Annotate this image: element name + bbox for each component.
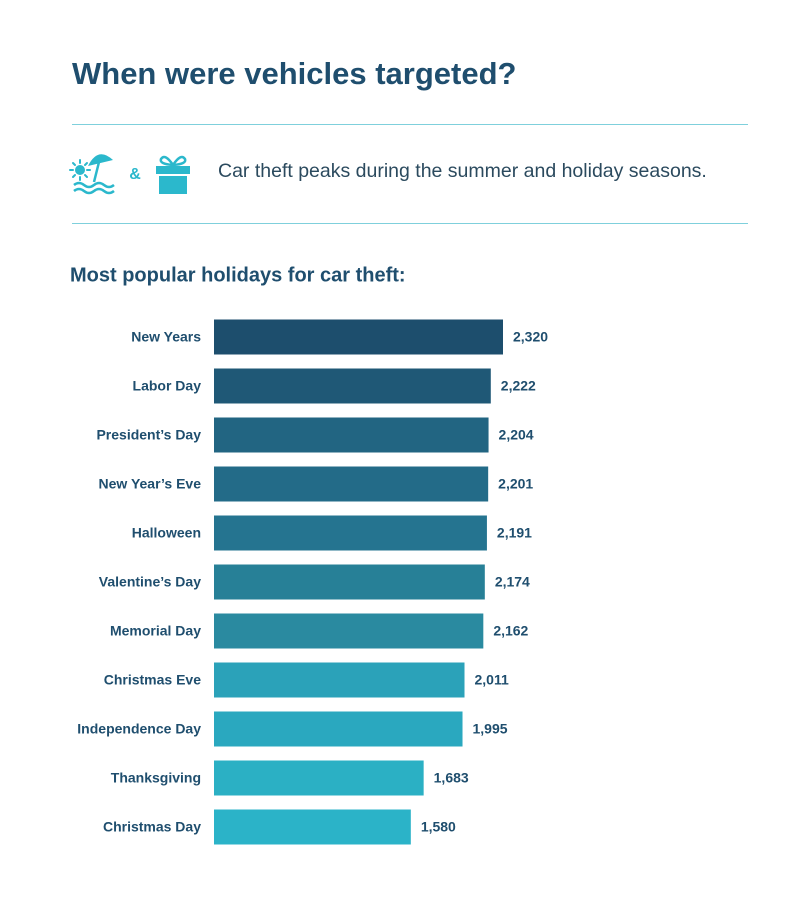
gift-icon — [156, 155, 190, 194]
bar — [214, 760, 424, 796]
beach-icon — [69, 154, 115, 195]
tagline: Car theft peaks during the summer and ho… — [218, 160, 707, 182]
value-label: 2,011 — [475, 672, 509, 688]
value-label: 2,174 — [495, 574, 530, 590]
category-label: New Year’s Eve — [99, 476, 202, 492]
chart-title: Most popular holidays for car theft: — [70, 264, 406, 286]
ampersand: & — [129, 166, 141, 183]
value-label: 2,162 — [493, 623, 528, 639]
value-label: 1,683 — [434, 770, 469, 786]
value-label: 2,320 — [513, 329, 548, 345]
bar — [214, 515, 487, 551]
value-label: 2,204 — [499, 427, 534, 443]
bar — [214, 564, 485, 600]
bar — [214, 613, 484, 649]
category-label: New Years — [131, 329, 201, 345]
category-label: Halloween — [132, 525, 201, 541]
bar — [214, 662, 465, 698]
bar — [214, 417, 489, 453]
bar — [214, 319, 503, 355]
bar — [214, 466, 489, 502]
page-title: When were vehicles targeted? — [72, 56, 516, 91]
category-label: President’s Day — [96, 427, 201, 443]
value-label: 1,995 — [473, 721, 508, 737]
category-label: Christmas Eve — [104, 672, 201, 688]
bar — [214, 711, 463, 747]
value-label: 2,191 — [497, 525, 532, 541]
category-label: Christmas Day — [103, 819, 201, 835]
bar — [214, 809, 411, 845]
bar — [214, 368, 491, 404]
category-label: Labor Day — [133, 378, 202, 394]
value-label: 1,580 — [421, 819, 456, 835]
category-label: Thanksgiving — [111, 770, 201, 786]
value-label: 2,222 — [501, 378, 536, 394]
value-label: 2,201 — [498, 476, 533, 492]
category-label: Valentine’s Day — [99, 574, 201, 590]
category-label: Memorial Day — [110, 623, 201, 639]
category-label: Independence Day — [77, 721, 201, 737]
